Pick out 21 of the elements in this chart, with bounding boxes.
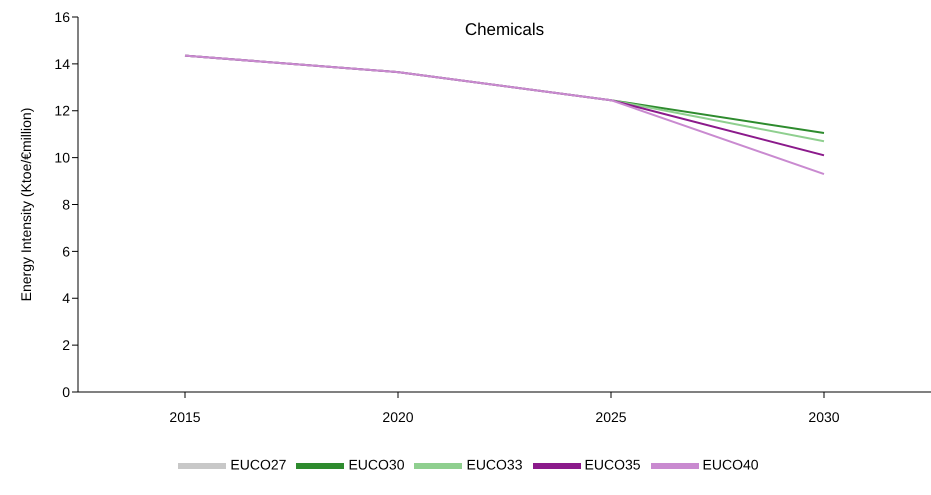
y-tick-label: 8 bbox=[62, 196, 70, 212]
x-tick-label: 2025 bbox=[595, 408, 627, 425]
y-tick-label: 4 bbox=[62, 290, 70, 306]
legend-label: EUCO35 bbox=[584, 456, 641, 473]
y-tick-label: 6 bbox=[62, 243, 70, 260]
y-tick-label: 12 bbox=[54, 102, 70, 119]
line-series bbox=[184, 54, 825, 176]
y-tick-label: 16 bbox=[54, 8, 70, 25]
legend-label: EUCO40 bbox=[702, 456, 759, 473]
x-tick-label: 2015 bbox=[169, 408, 201, 425]
y-tick-label: 2 bbox=[62, 337, 70, 354]
chart-title: Chemicals bbox=[464, 20, 546, 40]
y-tick-label: 0 bbox=[62, 384, 70, 400]
y-tick-label: 10 bbox=[54, 150, 70, 166]
legend-label: EUCO27 bbox=[230, 456, 286, 473]
legend-label: EUCO33 bbox=[466, 456, 523, 473]
x-tick-label: 2030 bbox=[808, 408, 840, 425]
legend-label: EUCO30 bbox=[348, 456, 404, 473]
y-axis-title: Energy Intensity (Ktoe/€million) bbox=[18, 108, 34, 302]
x-tick-label: 2020 bbox=[382, 408, 414, 425]
y-tick-label: 14 bbox=[54, 56, 70, 72]
